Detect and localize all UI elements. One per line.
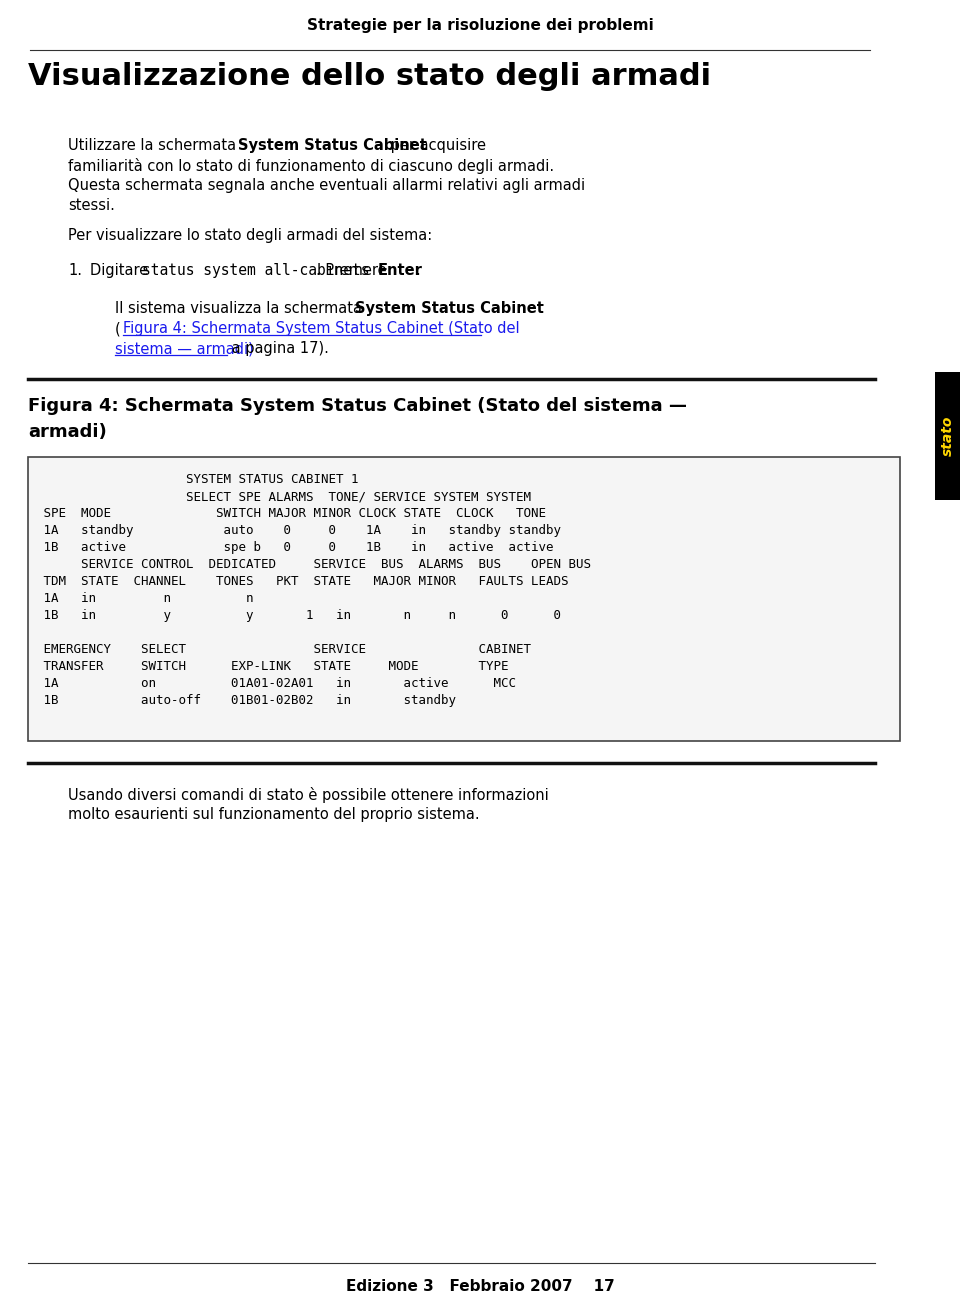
Text: Figura 4: Schermata System Status Cabinet (Stato del sistema —: Figura 4: Schermata System Status Cabine… (28, 397, 687, 415)
Text: System Status Cabinet: System Status Cabinet (238, 138, 427, 154)
Text: Strategie per la risoluzione dei problemi: Strategie per la risoluzione dei problem… (306, 18, 654, 33)
Text: TRANSFER     SWITCH      EXP-LINK   STATE     MODE        TYPE: TRANSFER SWITCH EXP-LINK STATE MODE TYPE (36, 660, 509, 674)
Text: 1A   standby            auto    0     0    1A    in   standby standby: 1A standby auto 0 0 1A in standby standb… (36, 524, 561, 537)
Text: stessi.: stessi. (68, 198, 115, 213)
Text: Il sistema visualizza la schermata: Il sistema visualizza la schermata (115, 301, 367, 316)
Text: Usando diversi comandi di stato è possibile ottenere informazioni: Usando diversi comandi di stato è possib… (68, 786, 549, 804)
Text: System Status Cabinet: System Status Cabinet (355, 301, 544, 316)
Text: Visualizzazione dello stato degli armadi: Visualizzazione dello stato degli armadi (28, 62, 711, 91)
Text: . Premere: . Premere (316, 263, 392, 278)
Text: TDM  STATE  CHANNEL    TONES   PKT  STATE   MAJOR MINOR   FAULTS LEADS: TDM STATE CHANNEL TONES PKT STATE MAJOR … (36, 575, 568, 588)
Text: 1A   in         n          n: 1A in n n (36, 592, 253, 605)
Text: SERVICE CONTROL  DEDICATED     SERVICE  BUS  ALARMS  BUS    OPEN BUS: SERVICE CONTROL DEDICATED SERVICE BUS AL… (36, 558, 591, 571)
Text: a pagina 17).: a pagina 17). (227, 341, 329, 356)
Text: Questa schermata segnala anche eventuali allarmi relativi agli armadi: Questa schermata segnala anche eventuali… (68, 179, 586, 193)
Text: EMERGENCY    SELECT                 SERVICE               CABINET: EMERGENCY SELECT SERVICE CABINET (36, 643, 531, 656)
Text: sistema — armadi): sistema — armadi) (115, 341, 253, 356)
Text: 1B   in         y          y       1   in       n     n      0      0: 1B in y y 1 in n n 0 0 (36, 609, 561, 622)
Text: Digitare: Digitare (90, 263, 153, 278)
Text: 1.: 1. (68, 263, 82, 278)
Text: stato: stato (941, 416, 954, 456)
Text: SELECT SPE ALARMS  TONE/ SERVICE SYSTEM SYSTEM: SELECT SPE ALARMS TONE/ SERVICE SYSTEM S… (36, 490, 531, 503)
Text: familiarità con lo stato di funzionamento di ciascuno degli armadi.: familiarità con lo stato di funzionament… (68, 158, 554, 175)
Text: Enter: Enter (378, 263, 422, 278)
Text: Edizione 3   Febbraio 2007    17: Edizione 3 Febbraio 2007 17 (346, 1279, 614, 1295)
Text: 1A           on          01A01-02A01   in       active      MCC: 1A on 01A01-02A01 in active MCC (36, 678, 516, 691)
Text: SYSTEM STATUS CABINET 1: SYSTEM STATUS CABINET 1 (36, 473, 358, 486)
Text: armadi): armadi) (28, 423, 107, 441)
Bar (935, 372, 960, 500)
Text: molto esaurienti sul funzionamento del proprio sistema.: molto esaurienti sul funzionamento del p… (68, 807, 480, 822)
Text: (: ( (115, 320, 121, 336)
Text: 1B           auto-off    01B01-02B02   in       standby: 1B auto-off 01B01-02B02 in standby (36, 695, 456, 706)
Text: .: . (415, 263, 420, 278)
Text: Per visualizzare lo stato degli armadi del sistema:: Per visualizzare lo stato degli armadi d… (68, 228, 432, 243)
Text: 1B   active             spe b   0     0    1B    in   active  active: 1B active spe b 0 0 1B in active active (36, 541, 554, 554)
Text: SPE  MODE              SWITCH MAJOR MINOR CLOCK STATE  CLOCK   TONE: SPE MODE SWITCH MAJOR MINOR CLOCK STATE … (36, 507, 546, 520)
FancyBboxPatch shape (28, 457, 900, 741)
Text: Figura 4: Schermata System Status Cabinet (Stato del: Figura 4: Schermata System Status Cabine… (123, 320, 519, 336)
Text: status system all-cabinets: status system all-cabinets (142, 263, 370, 278)
Text: per acquisire: per acquisire (386, 138, 486, 154)
Text: Utilizzare la schermata: Utilizzare la schermata (68, 138, 241, 154)
